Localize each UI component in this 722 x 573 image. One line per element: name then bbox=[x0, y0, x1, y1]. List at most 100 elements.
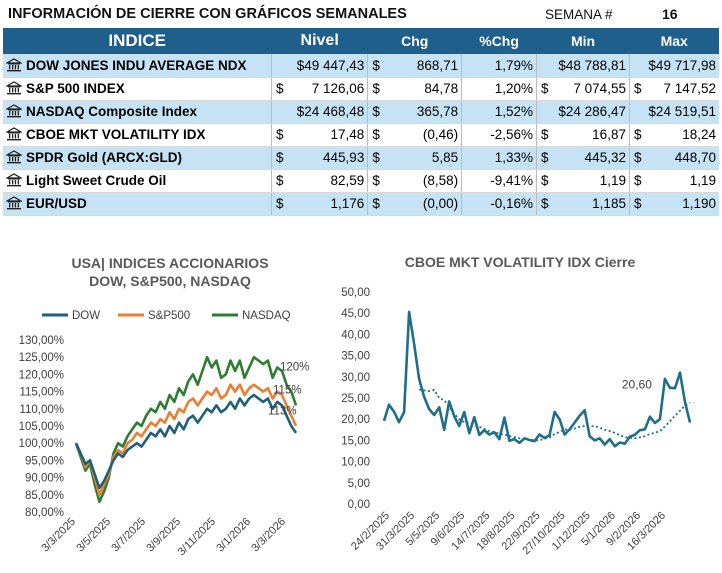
indices-chart-subtitle: DOW, S&P500, NASDAQ bbox=[89, 273, 251, 289]
max-value: $49 717,98 bbox=[628, 54, 719, 78]
y-tick-label: 130,00% bbox=[19, 335, 64, 347]
max-currency: $ bbox=[628, 77, 651, 101]
max-currency: $ bbox=[628, 123, 651, 147]
index-table: INDICE Nivel Chg %Chg Min Max DOW JONES … bbox=[3, 28, 719, 216]
y-tick-label: 125,00% bbox=[19, 352, 64, 364]
pctchg-value: -9,41% bbox=[461, 169, 537, 193]
nivel-value: $49 447,43 bbox=[270, 54, 368, 78]
index-name-label: DOW JONES INDU AVERAGE NDX bbox=[26, 57, 247, 73]
table-header-row: INDICE Nivel Chg %Chg Min Max bbox=[3, 28, 719, 54]
y-tick-label: 40,00 bbox=[341, 329, 370, 341]
x-tick-label: 3/7/2025 bbox=[109, 516, 148, 555]
chg-currency: $ bbox=[367, 123, 389, 147]
bank-icon bbox=[6, 58, 22, 72]
max-currency: $ bbox=[628, 146, 651, 170]
index-name: Light Sweet Crude Oil bbox=[3, 169, 272, 193]
report-title: INFORMACIÓN DE CIERRE CON GRÁFICOS SEMAN… bbox=[8, 6, 407, 22]
y-tick-label: 35,00 bbox=[341, 351, 370, 363]
table-row[interactable]: DOW JONES INDU AVERAGE NDX $49 447,43 $868… bbox=[3, 54, 719, 78]
table-row[interactable]: CBOE MKT VOLATILITY IDX $17,48 $ (0,46) -2,5… bbox=[3, 123, 719, 147]
max-value: 1,190 bbox=[650, 192, 719, 216]
nivel-value: 7 126,06 bbox=[292, 77, 368, 101]
series-line-nasdaq bbox=[74, 355, 298, 503]
bank-icon bbox=[6, 173, 22, 187]
y-tick-label: 5,00 bbox=[348, 478, 370, 490]
pctchg-value: 1,79% bbox=[461, 54, 537, 78]
col-header-max: Max bbox=[629, 28, 719, 54]
chg-currency: $ bbox=[367, 169, 389, 193]
col-header-indice: INDICE bbox=[3, 28, 272, 54]
chg-value: (8,58) bbox=[388, 169, 462, 193]
index-name-label: CBOE MKT VOLATILITY IDX bbox=[26, 127, 206, 142]
legend-label-s&p500: S&P500 bbox=[148, 310, 190, 322]
index-name-label: S&P 500 INDEX bbox=[26, 81, 125, 96]
x-tick-label: 3/1/2026 bbox=[214, 516, 253, 555]
nivel-value: 445,93 bbox=[292, 146, 368, 170]
min-value: 16,87 bbox=[557, 123, 630, 147]
indices-line-chart: 80,00% 85,00% 90,00% 95,00% 100,00% 105,00% 11… bbox=[19, 310, 310, 559]
max-value: 448,70 bbox=[650, 146, 719, 170]
pctchg-value: 1,52% bbox=[461, 100, 537, 124]
min-value: 1,185 bbox=[557, 192, 630, 216]
y-tick-label: 110,00% bbox=[19, 404, 64, 416]
index-name-label: NASDAQ Composite Index bbox=[26, 104, 198, 119]
series-line-dow bbox=[74, 393, 298, 490]
bank-icon bbox=[6, 150, 22, 164]
table-row[interactable]: EUR/USD $1,176 $ (0,00) -0,16% $1,185 $1,190 bbox=[3, 192, 719, 216]
max-value: 1,19 bbox=[650, 169, 719, 193]
min-value: 1,19 bbox=[557, 169, 630, 193]
max-currency: $ bbox=[628, 192, 651, 216]
y-tick-label: 20,00 bbox=[341, 414, 370, 426]
nivel-value: 1,176 bbox=[292, 192, 368, 216]
week-value[interactable]: 16 bbox=[662, 6, 678, 22]
nivel-currency: $ bbox=[270, 123, 293, 147]
chg-currency: $ bbox=[367, 192, 389, 216]
y-tick-label: 10,00 bbox=[341, 457, 370, 469]
col-header-chg: Chg bbox=[367, 28, 462, 54]
y-tick-label: 120,00% bbox=[19, 369, 64, 381]
chg-value: (0,00) bbox=[388, 192, 462, 216]
x-tick-label: 3/3/2025 bbox=[39, 516, 78, 555]
min-currency: $ bbox=[536, 123, 558, 147]
nivel-currency: $ bbox=[270, 169, 293, 193]
col-header-pctchg: %Chg bbox=[461, 28, 537, 54]
series-end-annotation: 120% bbox=[280, 361, 309, 373]
series-end-annotation: 115% bbox=[273, 385, 302, 397]
table-row[interactable]: NASDAQ Composite Index $24 468,48 $365,78 1… bbox=[3, 100, 719, 124]
index-name-label: EUR/USD bbox=[26, 196, 87, 211]
bank-icon bbox=[6, 196, 22, 210]
week-label: SEMANA # bbox=[545, 7, 613, 22]
index-name: S&P 500 INDEX bbox=[3, 77, 272, 101]
chg-value: 84,78 bbox=[388, 77, 462, 101]
col-header-min: Min bbox=[536, 28, 630, 54]
chg-value: 365,78 bbox=[388, 100, 462, 124]
y-tick-label: 15,00 bbox=[341, 435, 370, 447]
chg-value: 868,71 bbox=[388, 54, 462, 78]
col-header-nivel: Nivel bbox=[271, 28, 368, 54]
legend-label-nasdaq: NASDAQ bbox=[242, 310, 291, 322]
index-name-label: SPDR Gold (ARCX:GLD) bbox=[26, 150, 182, 165]
index-name: CBOE MKT VOLATILITY IDX bbox=[3, 123, 272, 147]
x-tick-label: 3/11/2025 bbox=[176, 516, 219, 559]
chg-value: 5,85 bbox=[388, 146, 462, 170]
indices-chart-title: USA| INDICES ACCIONARIOS DOW, S&P500, NA… bbox=[40, 254, 300, 290]
table-row[interactable]: S&P 500 INDEX $7 126,06 $84,78 1,20% $7 074,… bbox=[3, 77, 719, 101]
bank-icon bbox=[6, 127, 22, 141]
table-row[interactable]: SPDR Gold (ARCX:GLD) $445,93 $5,85 1,33% $44… bbox=[3, 146, 719, 170]
y-tick-label: 30,00 bbox=[341, 372, 370, 384]
vix-point-annotation: 20,60 bbox=[622, 378, 652, 392]
bank-icon bbox=[6, 104, 22, 118]
y-tick-label: 45,00 bbox=[341, 308, 370, 320]
y-tick-label: 25,00 bbox=[341, 393, 370, 405]
index-name: SPDR Gold (ARCX:GLD) bbox=[3, 146, 272, 170]
min-value: 445,32 bbox=[557, 146, 630, 170]
y-tick-label: 105,00% bbox=[19, 421, 64, 433]
chg-currency: $ bbox=[367, 146, 389, 170]
nivel-currency: $ bbox=[270, 146, 293, 170]
chg-currency: $ bbox=[367, 77, 389, 101]
min-value: 7 074,55 bbox=[557, 77, 630, 101]
table-row[interactable]: Light Sweet Crude Oil $82,59 $ (8,58) -9,41%… bbox=[3, 169, 719, 193]
nivel-currency: $ bbox=[270, 77, 293, 101]
bank-icon bbox=[6, 81, 22, 95]
chg-currency: $ bbox=[367, 54, 389, 78]
